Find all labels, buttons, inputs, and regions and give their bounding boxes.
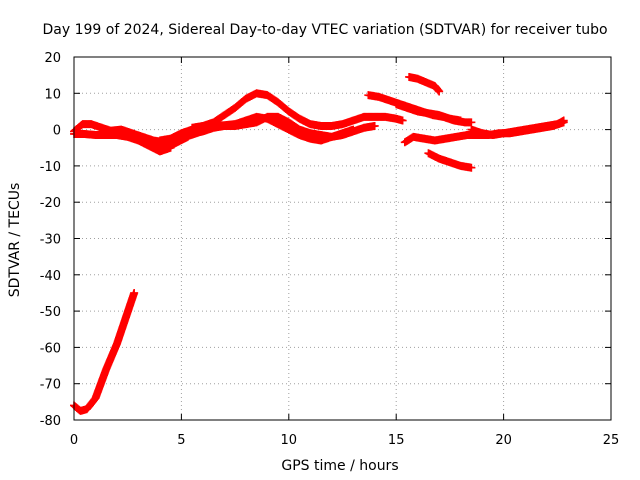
data-point — [370, 121, 379, 130]
series-arc-1 — [70, 288, 139, 415]
data-points — [70, 72, 568, 415]
grid-lines — [74, 57, 611, 420]
y-tick-label: -70 — [40, 378, 61, 393]
x-tick-label: 10 — [281, 433, 298, 448]
series-arc-9 — [392, 100, 465, 125]
data-point — [559, 116, 568, 125]
x-tick-label: 0 — [70, 433, 78, 448]
y-tick-label: -40 — [40, 269, 61, 284]
y-tick-label: -30 — [40, 233, 61, 248]
x-tick-label: 15 — [388, 433, 405, 448]
y-tick-label: -50 — [40, 305, 61, 320]
series-arc-14 — [467, 116, 568, 140]
y-axis-label: SDTVAR / TECUs — [7, 183, 23, 298]
data-point — [456, 116, 465, 125]
y-tick-label: -10 — [40, 160, 61, 175]
y-tick-label: -20 — [40, 196, 61, 211]
x-tick-label: 20 — [495, 433, 512, 448]
data-point — [130, 288, 139, 297]
data-point — [398, 116, 407, 125]
data-point — [435, 87, 444, 96]
y-tick-label: 10 — [44, 87, 61, 102]
data-point — [467, 118, 476, 127]
series-arc-10 — [405, 72, 444, 96]
plot-frame — [73, 56, 612, 421]
chart-title: Day 199 of 2024, Sidereal Day-to-day VTE… — [42, 22, 607, 38]
series-arc-12 — [424, 149, 476, 172]
y-tick-label: 0 — [53, 124, 61, 139]
x-tick-label: 5 — [177, 433, 185, 448]
axis-ticks: 0 5 10 15 20 25 20 10 0 -10 -20 -30 -40 -50 -60 -70 -80 — [40, 51, 620, 448]
x-axis-label: GPS time / hours — [281, 458, 398, 474]
data-point — [467, 163, 476, 172]
y-tick-label: -80 — [40, 414, 61, 429]
y-tick-label: -60 — [40, 341, 61, 356]
series-arc-11 — [400, 131, 472, 147]
series-arc-7 — [188, 112, 379, 141]
y-tick-label: 20 — [44, 51, 61, 66]
x-tick-label: 25 — [603, 433, 620, 448]
